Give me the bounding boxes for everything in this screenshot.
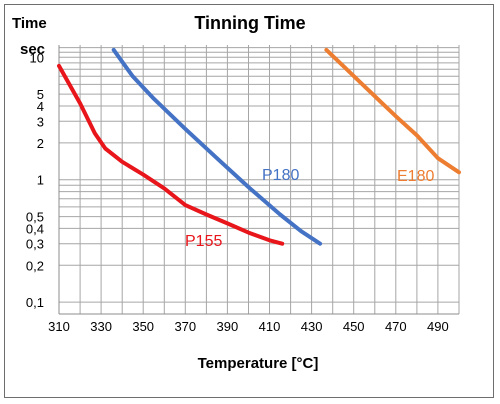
series-lines	[57, 47, 461, 246]
y-tick-label: 0,1	[26, 295, 44, 310]
chart-title: Tinning Time	[194, 13, 305, 33]
x-tick-label: 450	[343, 319, 365, 334]
x-tick-label: 370	[174, 319, 196, 334]
y-tick-labels: 10 543 2 1 0,50,40,3 0,2 0,1	[26, 50, 44, 310]
x-tick-label: 410	[259, 319, 281, 334]
y-tick-label: 2	[37, 136, 44, 151]
y-tick-label: 5	[37, 87, 44, 102]
y-tick-label: 0,2	[26, 258, 44, 273]
y-tick-label: 3	[37, 114, 44, 129]
y-tick-label: 0,3	[26, 237, 44, 252]
x-tick-label: 470	[385, 319, 407, 334]
y-tick-label: 1	[37, 173, 44, 188]
y-tick-label: 0,4	[26, 221, 44, 236]
y-tick-label: 0,5	[26, 210, 44, 225]
y-tick-label: 4	[37, 99, 44, 114]
x-axis-label: Temperature [°C]	[198, 355, 319, 372]
series-line-p180	[111, 47, 323, 246]
x-tick-label: 350	[132, 319, 154, 334]
x-tick-label: 330	[90, 319, 112, 334]
x-tick-label: 390	[217, 319, 239, 334]
x-tick-label: 430	[301, 319, 323, 334]
y-axis-label: Time	[12, 15, 47, 32]
grid-lines	[58, 45, 460, 315]
y-axis-unit: sec	[20, 41, 45, 58]
series-label-e180: E180	[397, 168, 434, 185]
x-tick-labels: 310 330 350 370 390 410 430 450 470 490	[48, 319, 449, 334]
series-label-p180: P180	[262, 167, 299, 184]
x-tick-label: 490	[427, 319, 449, 334]
x-tick-label: 310	[48, 319, 70, 334]
series-line-e180	[324, 47, 461, 175]
series-label-p155: P155	[185, 233, 222, 250]
series-line-p155	[57, 63, 285, 246]
y-tick-label: 10	[30, 50, 44, 65]
